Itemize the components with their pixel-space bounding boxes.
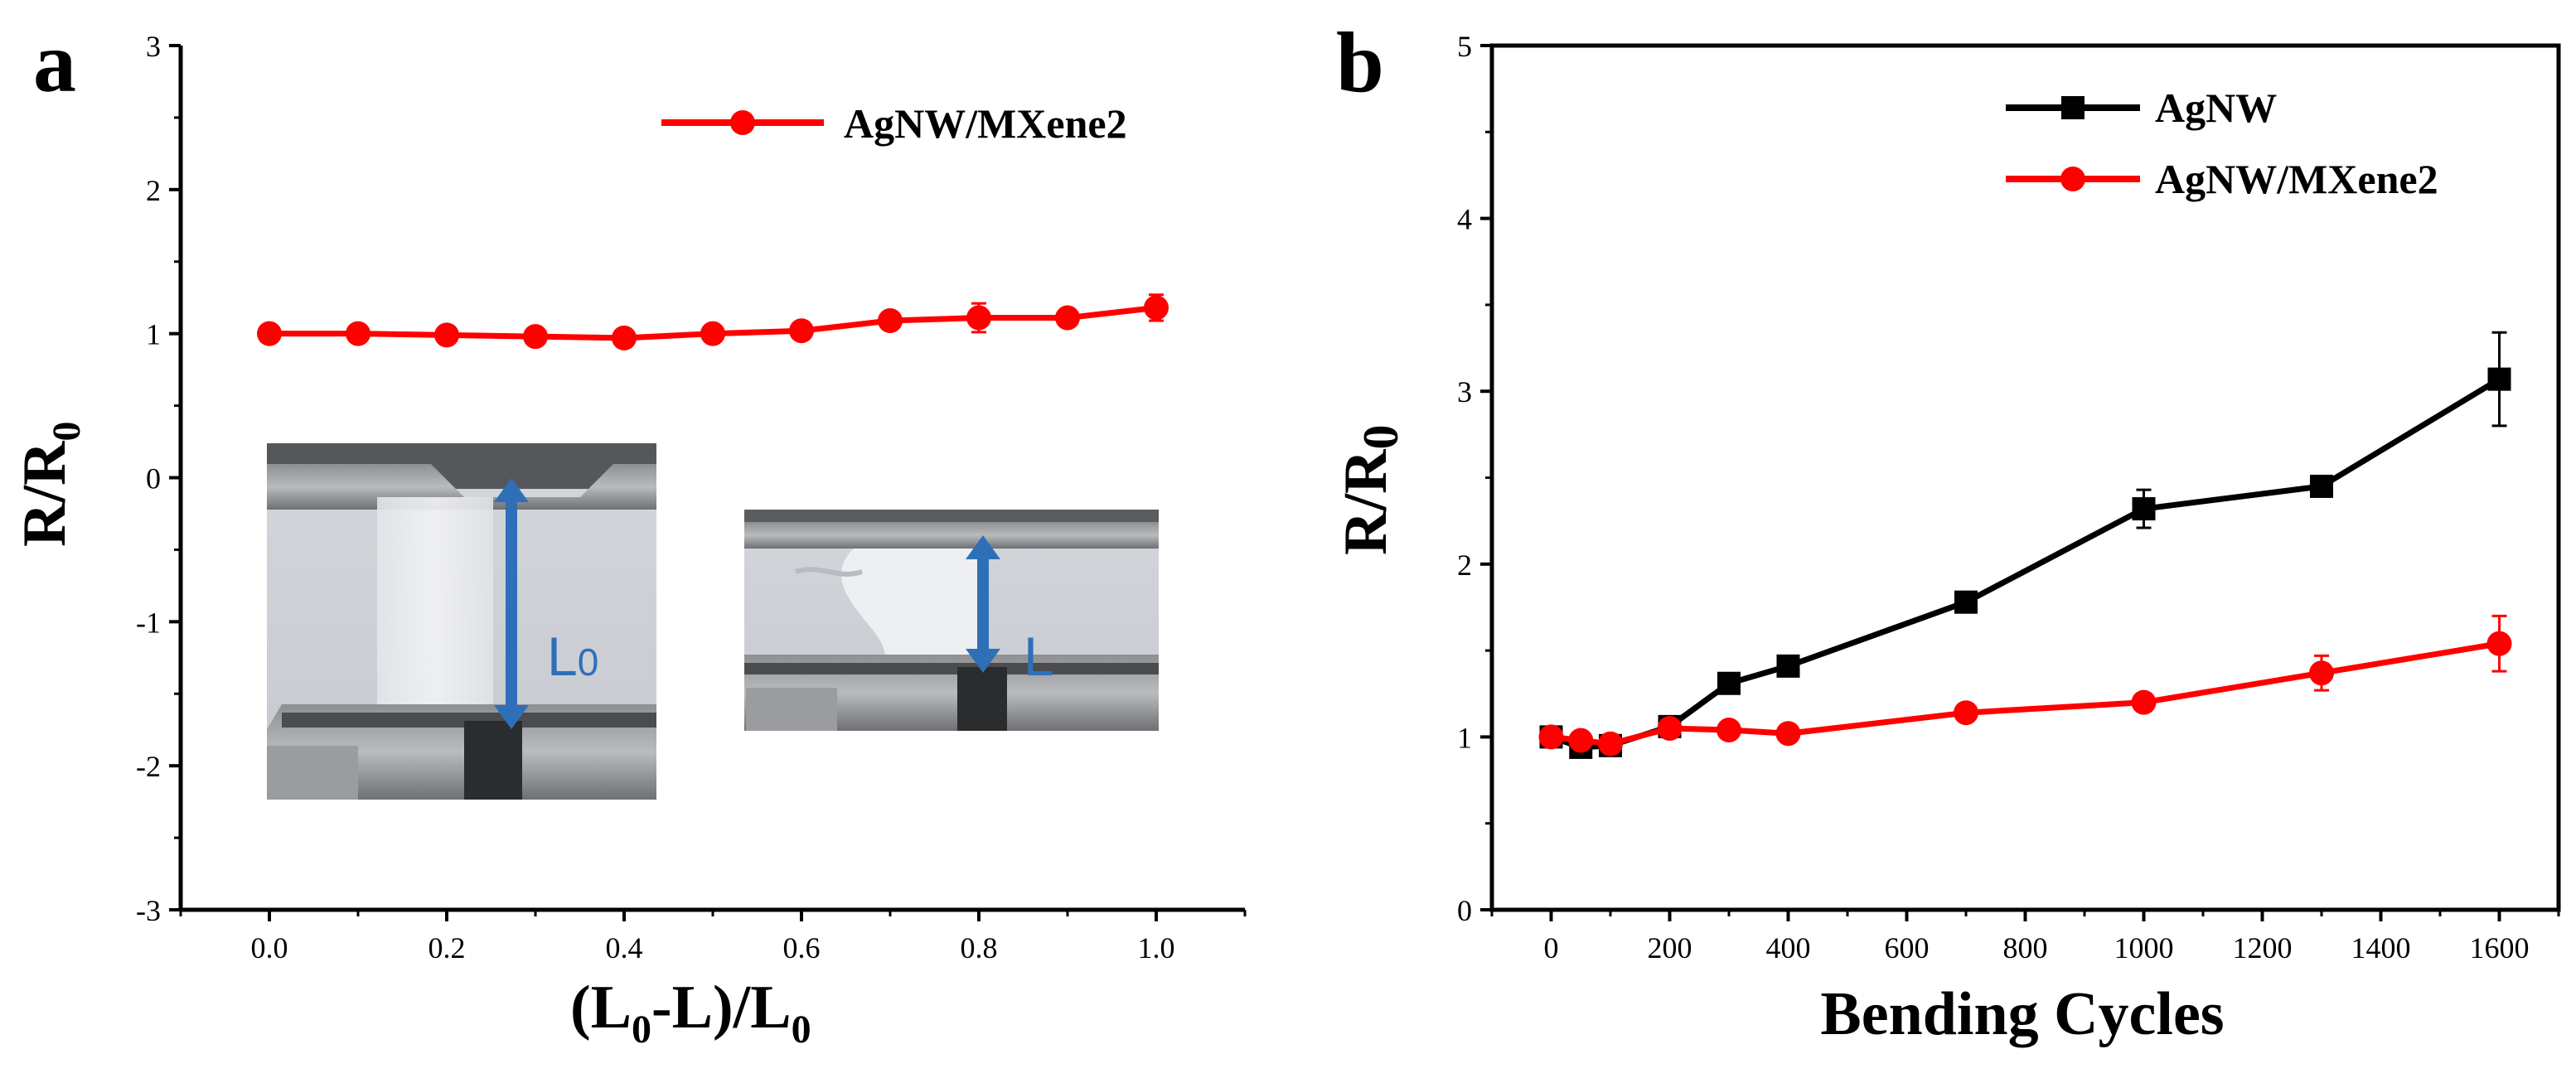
a-series-0-point-9 xyxy=(1055,305,1080,331)
a-series-0-point-3 xyxy=(523,324,548,350)
b-series-1-point-3 xyxy=(1657,715,1683,741)
b-ytick-label-1: 1 xyxy=(1457,721,1472,754)
b-xtick-label-6: 1200 xyxy=(2233,931,2293,964)
b-series-0-point-4 xyxy=(1717,671,1741,695)
b-series-1-point-9 xyxy=(2486,631,2512,656)
panel-a: a L0 xyxy=(11,15,1247,1051)
b-series-1-point-2 xyxy=(1598,731,1623,757)
b-xtick-label-4: 800 xyxy=(2003,931,2048,964)
a-ytick-label-1: -2 xyxy=(136,750,161,783)
inset-label-L: L xyxy=(1024,626,1054,687)
panel-b-legend: AgNW AgNW/MXene2 xyxy=(2006,85,2438,202)
b-series-1-point-4 xyxy=(1717,718,1741,743)
b-ytick-label-0: 0 xyxy=(1457,894,1472,927)
a-series-0-point-8 xyxy=(966,305,991,331)
a-xtick-label-4: 0.8 xyxy=(961,931,998,964)
b-series-0-point-5 xyxy=(1776,654,1800,678)
b-series-0-point-7 xyxy=(2132,497,2156,521)
a-series-0-point-4 xyxy=(612,325,637,350)
panel-a-letter: a xyxy=(33,15,76,110)
a-ytick-label-3: 0 xyxy=(146,462,161,495)
panel-a-ylabel: R/R0 xyxy=(11,422,89,547)
legend-a-label: AgNW/MXene2 xyxy=(844,100,1127,147)
a-ytick-label-2: -1 xyxy=(136,606,161,639)
a-xtick-label-0: 0.0 xyxy=(251,931,288,964)
panel-b-xlabel: Bending Cycles xyxy=(1820,980,2224,1048)
b-series-0-point-8 xyxy=(2310,474,2333,498)
b-xtick-label-3: 600 xyxy=(1885,931,1930,964)
a-series-0-point-0 xyxy=(257,321,282,346)
panel-a-legend: AgNW/MXene2 xyxy=(661,100,1127,147)
b-series-1-point-0 xyxy=(1538,724,1564,750)
panel-b-letter: b xyxy=(1336,15,1384,110)
b-xtick-label-0: 0 xyxy=(1544,931,1559,964)
a-series-0-point-5 xyxy=(700,321,725,346)
b-ytick-label-2: 2 xyxy=(1457,549,1472,582)
b-xtick-label-2: 400 xyxy=(1766,931,1811,964)
a-ytick-label-4: 1 xyxy=(146,318,161,351)
b-series-1-point-5 xyxy=(1775,721,1801,747)
a-series-0-point-2 xyxy=(434,322,459,348)
b-xtick-label-1: 200 xyxy=(1648,931,1692,964)
a-xtick-label-2: 0.4 xyxy=(606,931,643,964)
a-series-0-point-10 xyxy=(1144,295,1169,321)
b-ytick-label-5: 5 xyxy=(1457,30,1472,63)
b-series-1-line xyxy=(1551,641,2501,747)
b-series-1-point-8 xyxy=(2309,660,2334,686)
inset-label-L0: L0 xyxy=(547,626,598,687)
b-series-0-point-9 xyxy=(2487,367,2511,391)
b-series-1-point-1 xyxy=(1568,728,1594,753)
panel-a-xlabel: (L0-L)/L0 xyxy=(570,974,811,1051)
a-xtick-label-3: 0.6 xyxy=(783,931,821,964)
panel-b-ylabel: R/R0 xyxy=(1332,425,1408,555)
b-series-0-point-6 xyxy=(1954,590,1978,614)
b-series-1-point-7 xyxy=(2131,689,2157,715)
inset-photo-compressed: L xyxy=(744,510,1159,731)
b-xtick-label-7: 1400 xyxy=(2351,931,2411,964)
a-series-0-point-1 xyxy=(346,321,370,346)
a-xtick-label-5: 1.0 xyxy=(1138,931,1175,964)
a-series-0-point-7 xyxy=(878,308,903,334)
panel-b: b 0 1 2 3 4 5 0 200 400 600 800 1000 1200 1400 1600 A… xyxy=(1332,15,2561,1048)
b-ytick-label-3: 3 xyxy=(1457,375,1472,408)
legend-b-marker-agnw xyxy=(2061,96,2085,119)
legend-a-marker xyxy=(730,110,755,135)
b-series-0-line xyxy=(1550,376,2501,751)
a-xtick-label-1: 0.2 xyxy=(429,931,466,964)
b-xtick-label-5: 1000 xyxy=(2114,931,2174,964)
legend-b-marker-mxene xyxy=(2060,167,2085,191)
b-series-1-point-6 xyxy=(1954,700,1978,726)
a-ytick-label-5: 2 xyxy=(146,174,161,207)
b-ytick-label-4: 4 xyxy=(1457,203,1472,236)
a-ytick-label-6: 3 xyxy=(146,30,161,63)
legend-b-label-agnw: AgNW xyxy=(2155,85,2277,131)
b-xtick-label-8: 1600 xyxy=(2470,931,2530,964)
a-ytick-label-0: -3 xyxy=(136,894,161,927)
legend-b-label-mxene: AgNW/MXene2 xyxy=(2155,156,2438,202)
a-series-0-point-6 xyxy=(789,318,814,344)
inset-photo-original: L0 xyxy=(267,443,656,800)
